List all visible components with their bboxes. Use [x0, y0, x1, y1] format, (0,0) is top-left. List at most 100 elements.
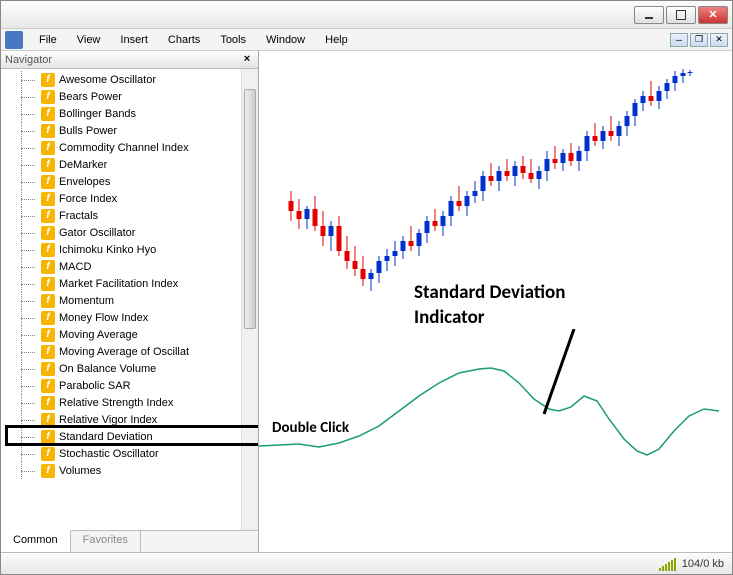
function-icon: f	[41, 175, 55, 189]
indicator-label: Envelopes	[59, 176, 110, 188]
indicator-label: MACD	[59, 261, 91, 273]
menu-view[interactable]: View	[67, 32, 111, 48]
navigator-tabs: Common Favorites	[1, 530, 258, 552]
maximize-button[interactable]	[666, 6, 696, 24]
function-icon: f	[41, 311, 55, 325]
navigator-body: f Awesome Oscillator f Bears Power fBollinge…	[1, 69, 258, 530]
indicator-label: Bears Power	[59, 91, 122, 103]
navigator-panel: Navigator × f Awesome Oscillator f Bears Po…	[1, 51, 259, 552]
indicator-item[interactable]: f MACD	[1, 258, 258, 275]
window-titlebar: ✕	[1, 1, 732, 29]
indicator-item[interactable]: fGator Oscillator	[1, 224, 258, 241]
indicator-label: Volumes	[59, 465, 101, 477]
mdi-restore-button[interactable]: ❐	[690, 33, 708, 47]
annotation-line	[539, 329, 579, 419]
indicator-label: Momentum	[59, 295, 114, 307]
indicator-label: Money Flow Index	[59, 312, 148, 324]
function-icon: f	[41, 362, 55, 376]
indicator-label: Market Facilitation Index	[59, 278, 178, 290]
tab-favorites[interactable]: Favorites	[71, 531, 141, 552]
function-icon: f	[41, 464, 55, 478]
indicator-item[interactable]: fBulls Power	[1, 122, 258, 139]
indicator-label: Moving Average of Oscillat	[59, 346, 189, 358]
indicator-label: Moving Average	[59, 329, 138, 341]
function-icon: f	[41, 107, 55, 121]
indicator-item[interactable]: f On Balance Volume	[1, 360, 258, 377]
app-icon	[5, 31, 23, 49]
function-icon: f	[41, 226, 55, 240]
function-icon: f	[41, 124, 55, 138]
function-icon: f	[41, 277, 55, 291]
indicator-label: Commodity Channel Index	[59, 142, 189, 154]
indicator-label: Relative Strength Index	[59, 397, 173, 409]
indicator-item[interactable]: fStandard Deviation	[1, 428, 258, 445]
indicator-item[interactable]: f Volumes	[1, 462, 258, 479]
navigator-close-button[interactable]: ×	[240, 53, 254, 67]
chart-area[interactable]: Standard Deviation Indicator Double Clic…	[259, 51, 732, 552]
indicator-item[interactable]: f Ichimoku Kinko Hyo	[1, 241, 258, 258]
indicator-item[interactable]: fMomentum	[1, 292, 258, 309]
mdi-close-button[interactable]: ✕	[710, 33, 728, 47]
indicator-label: Relative Vigor Index	[59, 414, 157, 426]
indicator-label: Awesome Oscillator	[59, 74, 156, 86]
indicator-item[interactable]: f Market Facilitation Index	[1, 275, 258, 292]
function-icon: f	[41, 90, 55, 104]
indicator-label: Fractals	[59, 210, 98, 222]
indicator-item[interactable]: fForce Index	[1, 190, 258, 207]
navigator-tree: f Awesome Oscillator f Bears Power fBollinge…	[1, 69, 258, 481]
indicator-item[interactable]: f Relative Vigor Index	[1, 411, 258, 428]
indicator-item[interactable]: f Awesome Oscillator	[1, 71, 258, 88]
indicator-item[interactable]: fFractals	[1, 207, 258, 224]
menu-tools[interactable]: Tools	[210, 32, 256, 48]
workspace: Navigator × f Awesome Oscillator f Bears Po…	[1, 51, 732, 552]
indicator-item[interactable]: f Stochastic Oscillator	[1, 445, 258, 462]
indicator-item[interactable]: f Envelopes	[1, 173, 258, 190]
indicator-label: DeMarker	[59, 159, 107, 171]
navigator-scrollbar[interactable]	[241, 69, 258, 530]
tab-common[interactable]: Common	[1, 530, 71, 552]
navigator-header: Navigator ×	[1, 51, 258, 69]
menu-insert[interactable]: Insert	[110, 32, 158, 48]
function-icon: f	[41, 260, 55, 274]
indicator-label: Stochastic Oscillator	[59, 448, 159, 460]
function-icon: f	[41, 328, 55, 342]
menu-charts[interactable]: Charts	[158, 32, 210, 48]
function-icon: f	[41, 158, 55, 172]
indicator-item[interactable]: fBollinger Bands	[1, 105, 258, 122]
status-text: 104/0 kb	[682, 558, 724, 570]
indicator-item[interactable]: f DeMarker	[1, 156, 258, 173]
mdi-minimize-button[interactable]: ─	[670, 33, 688, 47]
menubar: FileViewInsertChartsToolsWindowHelp ─ ❐ …	[1, 29, 732, 51]
menu-window[interactable]: Window	[256, 32, 315, 48]
statusbar: 104/0 kb	[1, 552, 732, 574]
indicator-item[interactable]: f Money Flow Index	[1, 309, 258, 326]
annotation-title-1: Standard Deviation	[414, 281, 565, 304]
connection-bars-icon	[659, 557, 676, 571]
indicator-item[interactable]: f Parabolic SAR	[1, 377, 258, 394]
function-icon: f	[41, 413, 55, 427]
indicator-item[interactable]: f Relative Strength Index	[1, 394, 258, 411]
function-icon: f	[41, 73, 55, 87]
function-icon: f	[41, 345, 55, 359]
menu-file[interactable]: File	[29, 32, 67, 48]
indicator-label: Ichimoku Kinko Hyo	[59, 244, 156, 256]
indicator-item[interactable]: f Moving Average	[1, 326, 258, 343]
menu-help[interactable]: Help	[315, 32, 358, 48]
indicator-item[interactable]: f Commodity Channel Index	[1, 139, 258, 156]
minimize-button[interactable]	[634, 6, 664, 24]
indicator-item[interactable]: f Moving Average of Oscillat	[1, 343, 258, 360]
indicator-item[interactable]: f Bears Power	[1, 88, 258, 105]
function-icon: f	[41, 379, 55, 393]
function-icon: f	[41, 243, 55, 257]
scrollbar-thumb[interactable]	[244, 89, 256, 329]
annotation-title-2: Indicator	[414, 306, 485, 329]
function-icon: f	[41, 396, 55, 410]
mdi-controls: ─ ❐ ✕	[670, 33, 728, 47]
function-icon: f	[41, 447, 55, 461]
function-icon: f	[41, 141, 55, 155]
indicator-label: On Balance Volume	[59, 363, 156, 375]
close-button[interactable]: ✕	[698, 6, 728, 24]
indicator-label: Parabolic SAR	[59, 380, 131, 392]
indicator-label: Force Index	[59, 193, 117, 205]
indicator-label: Standard Deviation	[59, 431, 153, 443]
